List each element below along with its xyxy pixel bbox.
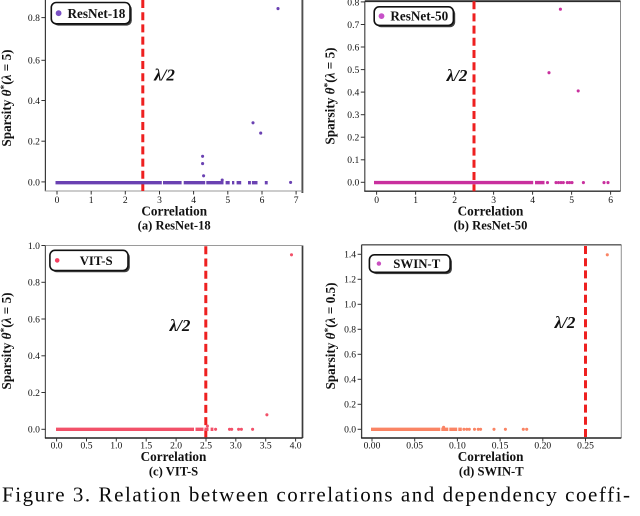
svg-text:3: 3 [491,195,496,206]
svg-text:Sparsity θ*(λ = 5): Sparsity θ*(λ = 5) [0,292,14,389]
svg-text:SWIN-T: SWIN-T [393,257,440,271]
svg-text:0.8: 0.8 [344,325,356,336]
svg-text:0.4: 0.4 [344,375,356,386]
svg-text:λ/2: λ/2 [446,66,468,85]
svg-text:0.4: 0.4 [347,88,359,99]
svg-text:0.0: 0.0 [28,425,40,436]
svg-text:1.0: 1.0 [344,300,356,311]
svg-text:0.5: 0.5 [347,65,359,76]
svg-text:0.0: 0.0 [51,441,63,452]
svg-text:1.4: 1.4 [344,250,356,261]
svg-text:0.20: 0.20 [534,441,551,452]
svg-text:0.3: 0.3 [347,110,359,121]
svg-text:2.5: 2.5 [200,441,212,452]
svg-text:4: 4 [191,195,196,206]
svg-text:4: 4 [530,195,535,206]
svg-text:0.2: 0.2 [347,133,359,144]
svg-text:1: 1 [89,195,94,206]
svg-text:ResNet-50: ResNet-50 [390,9,448,24]
svg-text:0.0: 0.0 [347,178,359,189]
svg-text:6: 6 [260,195,265,206]
svg-text:0.8: 0.8 [28,13,40,24]
svg-text:0.05: 0.05 [406,441,423,452]
svg-text:2: 2 [452,195,457,206]
svg-text:0.6: 0.6 [344,350,356,361]
svg-text:0.6: 0.6 [347,42,359,53]
svg-text:Correlation: Correlation [458,203,524,218]
svg-text:Figure 3. Relation between co: Figure 3. Relation between correlations … [2,483,630,507]
svg-text:(c) VIT-S: (c) VIT-S [149,464,198,478]
svg-text:3.5: 3.5 [260,441,272,452]
svg-text:1.0: 1.0 [28,241,40,252]
svg-text:5: 5 [569,195,574,206]
svg-text:0.7: 0.7 [347,20,359,31]
svg-text:0.5: 0.5 [81,441,93,452]
svg-text:0: 0 [374,195,379,206]
svg-text:λ/2: λ/2 [169,316,191,335]
svg-text:0.6: 0.6 [28,314,40,325]
svg-text:0.1: 0.1 [347,155,359,166]
svg-text:3.0: 3.0 [230,441,242,452]
svg-text:ResNet-18: ResNet-18 [68,6,126,21]
svg-text:0.4: 0.4 [28,351,40,362]
svg-text:λ/2: λ/2 [554,313,576,332]
svg-text:0: 0 [55,195,60,206]
svg-text:5: 5 [225,195,230,206]
svg-text:0.0: 0.0 [344,425,356,436]
svg-text:λ/2: λ/2 [153,65,175,84]
svg-text:(a) ResNet-18: (a) ResNet-18 [138,219,211,233]
svg-text:0.15: 0.15 [492,441,509,452]
svg-text:Sparsity θ*(λ = 0.5): Sparsity θ*(λ = 0.5) [323,282,338,389]
svg-text:0.0: 0.0 [28,177,40,188]
svg-text:0.8: 0.8 [28,278,40,289]
svg-text:VIT-S: VIT-S [80,254,113,268]
svg-text:0.8: 0.8 [347,0,359,8]
svg-text:(d) SWIN-T: (d) SWIN-T [459,464,524,478]
svg-text:0.00: 0.00 [364,441,381,452]
svg-text:2.0: 2.0 [170,441,182,452]
svg-text:4.0: 4.0 [290,441,302,452]
svg-text:Sparsity θ*(λ = 5): Sparsity θ*(λ = 5) [0,49,14,146]
svg-text:6: 6 [608,195,613,206]
svg-text:Sparsity θ*(λ = 5): Sparsity θ*(λ = 5) [323,47,338,144]
svg-text:0.6: 0.6 [28,56,40,67]
svg-text:2: 2 [123,195,128,206]
svg-text:1.5: 1.5 [140,441,152,452]
svg-text:0.4: 0.4 [28,96,40,107]
svg-text:(b) ResNet-50: (b) ResNet-50 [454,219,528,233]
svg-text:0.25: 0.25 [577,441,594,452]
svg-text:1.0: 1.0 [110,441,122,452]
svg-text:0.2: 0.2 [28,137,40,148]
svg-text:1.2: 1.2 [344,275,356,286]
svg-text:3: 3 [157,195,162,206]
svg-text:0.10: 0.10 [449,441,466,452]
svg-text:Correlation: Correlation [458,449,524,464]
svg-text:Correlation: Correlation [141,203,207,218]
svg-text:0.2: 0.2 [28,388,40,399]
svg-text:Correlation: Correlation [141,449,207,464]
svg-text:0.2: 0.2 [344,400,356,411]
svg-text:7: 7 [294,195,299,206]
svg-text:1: 1 [413,195,418,206]
